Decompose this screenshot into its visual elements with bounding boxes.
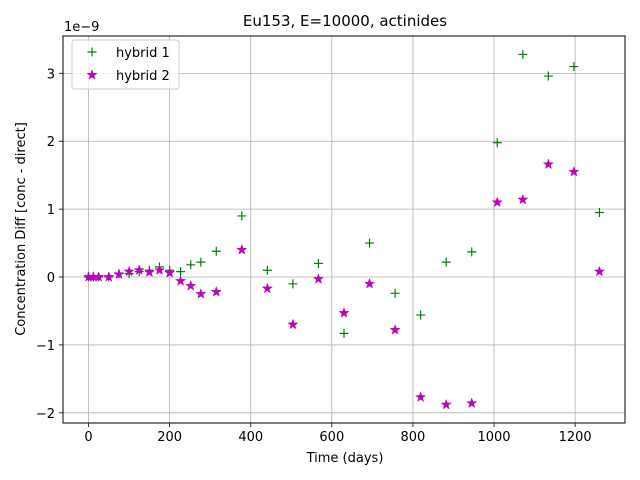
data-points bbox=[82, 49, 606, 410]
data-point-hybrid-2 bbox=[236, 243, 248, 255]
data-point-hybrid-2 bbox=[210, 285, 222, 297]
data-point-hybrid-2 bbox=[491, 196, 503, 208]
plot-frame bbox=[62, 35, 626, 424]
data-point-hybrid-2 bbox=[338, 307, 350, 318]
y-tick-label: 1 bbox=[47, 203, 55, 218]
data-point-hybrid-2 bbox=[414, 391, 427, 403]
data-point-hybrid-2 bbox=[133, 264, 145, 276]
x-tick-label: 400 bbox=[238, 430, 263, 445]
y-tick-label: 2 bbox=[47, 135, 55, 150]
legend-marker-symbol bbox=[87, 47, 97, 57]
data-point-hybrid-2 bbox=[195, 288, 207, 299]
data-point-hybrid-1 bbox=[390, 288, 400, 298]
data-point-hybrid-1 bbox=[176, 267, 186, 277]
data-point-hybrid-2 bbox=[143, 266, 156, 278]
y-tick-label: −2 bbox=[36, 407, 55, 422]
data-point-hybrid-2 bbox=[185, 279, 197, 291]
y-axis-offset-label: 1e−9 bbox=[64, 20, 99, 35]
data-point-hybrid-1 bbox=[313, 258, 323, 268]
data-point-hybrid-2 bbox=[593, 265, 606, 277]
data-point-hybrid-1 bbox=[196, 257, 206, 267]
legend-marker-symbol bbox=[86, 69, 98, 80]
y-tick-label: −1 bbox=[36, 339, 55, 354]
data-point-hybrid-2 bbox=[123, 265, 135, 277]
data-point-hybrid-2 bbox=[261, 282, 274, 294]
data-point-hybrid-1 bbox=[467, 247, 477, 257]
data-point-hybrid-1 bbox=[441, 257, 451, 267]
y-tick-label: 3 bbox=[47, 67, 55, 82]
data-point-hybrid-2 bbox=[174, 275, 187, 286]
x-tick-label: 200 bbox=[157, 430, 182, 445]
data-point-hybrid-2 bbox=[440, 398, 452, 410]
data-point-hybrid-1 bbox=[492, 138, 502, 148]
data-point-hybrid-1 bbox=[211, 246, 221, 256]
data-point-hybrid-1 bbox=[186, 260, 196, 270]
x-tick-label: 600 bbox=[319, 430, 344, 445]
data-point-hybrid-1 bbox=[262, 265, 272, 275]
data-point-hybrid-2 bbox=[312, 273, 325, 284]
data-point-hybrid-2 bbox=[568, 165, 580, 177]
legend-box bbox=[71, 39, 180, 90]
data-point-hybrid-1 bbox=[288, 279, 298, 289]
data-point-hybrid-1 bbox=[569, 62, 579, 72]
legend-marker-hybrid-1 bbox=[87, 47, 97, 57]
x-tick-label: 1000 bbox=[477, 430, 510, 445]
y-axis-title: Concentration Diff [conc - direct] bbox=[14, 122, 29, 336]
data-point-hybrid-2 bbox=[163, 266, 176, 278]
data-point-hybrid-2 bbox=[103, 271, 115, 282]
legend-label-hybrid-1: hybrid 1 bbox=[116, 46, 170, 61]
data-point-hybrid-2 bbox=[153, 264, 166, 276]
legend-label-hybrid-2: hybrid 2 bbox=[116, 69, 170, 84]
data-point-hybrid-2 bbox=[287, 318, 299, 330]
data-point-hybrid-2 bbox=[517, 193, 529, 205]
grid bbox=[63, 36, 625, 423]
axis-ticks: 0 200 400 600 800 1000 1200 −2 −1 0 1 2 3 bbox=[36, 67, 592, 445]
data-point-hybrid-1 bbox=[339, 328, 349, 338]
legend-marker-hybrid-2 bbox=[86, 69, 98, 80]
data-point-hybrid-1 bbox=[594, 208, 604, 218]
data-point-hybrid-2 bbox=[542, 158, 555, 170]
y-tick-label: 0 bbox=[47, 271, 55, 286]
data-point-hybrid-1 bbox=[543, 71, 553, 81]
data-point-hybrid-1 bbox=[518, 49, 528, 59]
data-point-hybrid-1 bbox=[416, 310, 426, 320]
data-point-hybrid-2 bbox=[389, 324, 401, 335]
legend: hybrid 1 hybrid 2 bbox=[71, 39, 180, 90]
x-tick-label: 800 bbox=[401, 430, 426, 445]
data-point-hybrid-2 bbox=[466, 397, 478, 409]
data-point-hybrid-2 bbox=[93, 271, 105, 282]
data-point-hybrid-2 bbox=[113, 268, 125, 280]
data-point-hybrid-2 bbox=[363, 277, 376, 289]
x-tick-label: 0 bbox=[84, 430, 92, 445]
data-point-hybrid-1 bbox=[365, 238, 375, 248]
chart-title: Eu153, E=10000, actinides bbox=[243, 12, 447, 30]
x-tick-label: 1200 bbox=[559, 430, 592, 445]
data-point-hybrid-1 bbox=[237, 211, 247, 221]
x-axis-title: Time (days) bbox=[306, 451, 384, 466]
